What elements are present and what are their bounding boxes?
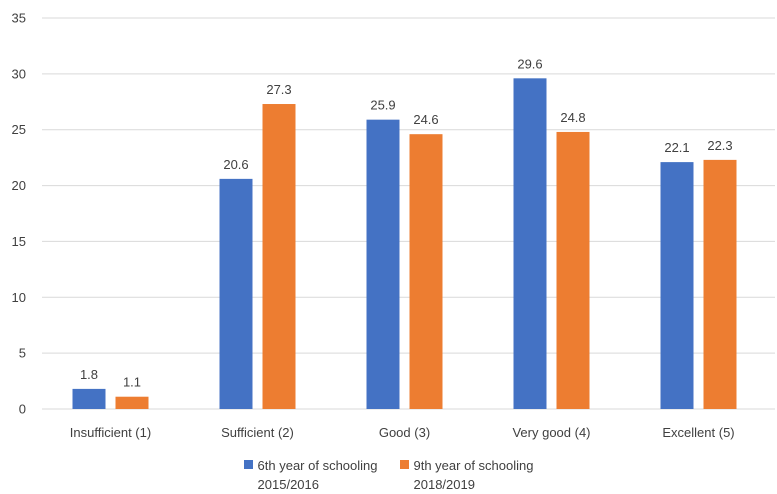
bar-series-2 (703, 159, 737, 409)
data-label: 1.1 (123, 375, 141, 390)
legend-item-series-1: 6th year of schooling 2015/2016 (243, 456, 378, 494)
legend-swatch-series-1 (243, 460, 253, 469)
x-tick-label: Insufficient (1) (70, 425, 151, 440)
y-tick-label: 15 (12, 234, 26, 249)
y-tick-label: 10 (12, 290, 26, 305)
y-tick-label: 5 (19, 346, 26, 361)
x-tick-label: Excellent (5) (662, 425, 734, 440)
legend-swatch-series-2 (399, 460, 409, 469)
data-label: 27.3 (266, 82, 291, 97)
data-label: 24.6 (413, 112, 438, 127)
data-label: 20.6 (223, 157, 248, 172)
data-label: 1.8 (80, 367, 98, 382)
x-tick-label: Good (3) (379, 425, 430, 440)
legend-item-series-2: 9th year of schooling 2018/2019 (399, 456, 534, 494)
data-label: 25.9 (370, 98, 395, 113)
bar-series-1 (72, 388, 106, 409)
data-label: 22.1 (664, 140, 689, 155)
data-label: 24.8 (560, 110, 585, 125)
y-tick-label: 35 (12, 11, 26, 26)
y-tick-label: 0 (19, 402, 26, 417)
x-tick-label: Sufficient (2) (221, 425, 294, 440)
legend: 6th year of schooling 2015/2016 9th year… (0, 456, 777, 494)
y-tick-label: 25 (12, 122, 26, 137)
bar-series-1 (219, 178, 253, 409)
bar-series-1 (513, 78, 547, 409)
data-label: 29.6 (517, 56, 542, 71)
y-tick-label: 20 (12, 178, 26, 193)
bar-chart-svg: 0 5 10 15 20 25 30 35 1.8 1.1 Insufficient (1) 20.6… (12, 11, 775, 440)
bar-series-1 (660, 162, 694, 409)
bar-series-2 (115, 396, 149, 409)
legend-label-series-2: 9th year of schooling 2018/2019 (413, 458, 534, 492)
bar-series-1 (366, 119, 400, 409)
bar-series-2 (409, 134, 443, 409)
y-tick-label: 30 (12, 66, 26, 81)
data-label: 22.3 (707, 138, 732, 153)
bar-series-2 (556, 131, 590, 409)
legend-label-series-1: 6th year of schooling 2015/2016 (257, 458, 378, 492)
bar-series-2 (262, 104, 296, 410)
x-tick-label: Very good (4) (512, 425, 590, 440)
